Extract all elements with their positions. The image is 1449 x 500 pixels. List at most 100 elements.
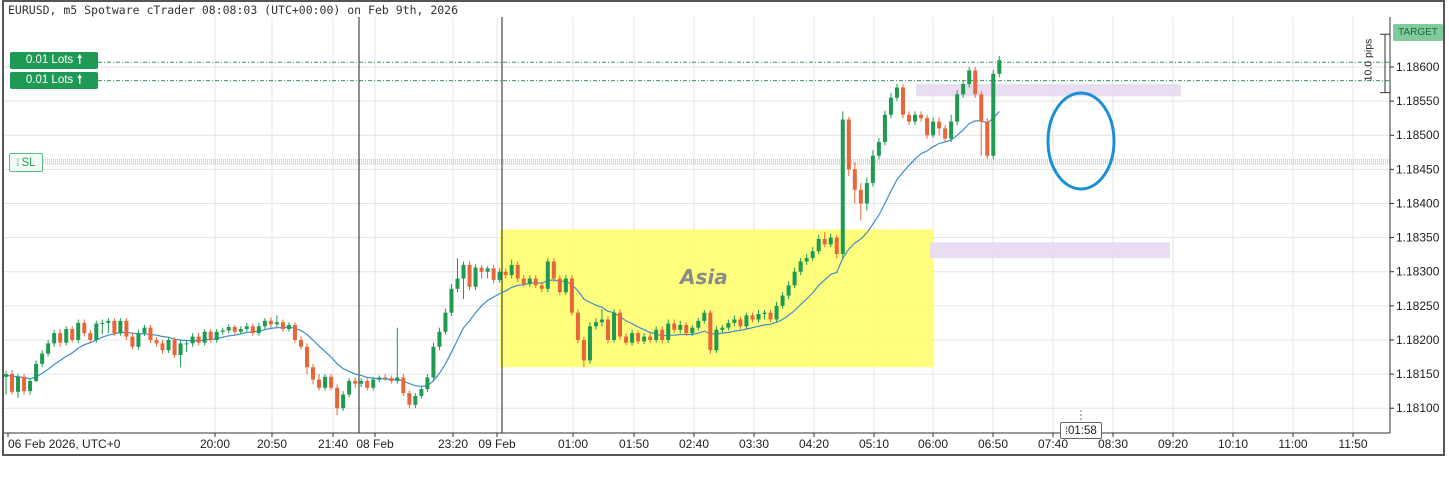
candle-body — [76, 322, 81, 340]
day-separators — [358, 17, 503, 433]
pips-ruler-label: 10.0 pips — [1362, 38, 1375, 82]
grid-lines — [4, 17, 1390, 433]
candle — [335, 384, 340, 416]
candle-body — [949, 121, 954, 139]
candle — [979, 90, 984, 156]
candle — [40, 350, 45, 368]
time-tick-label: 03:30 — [739, 437, 769, 451]
candle — [961, 80, 966, 98]
stop-loss-tag[interactable]: ⁞ SL — [9, 153, 43, 172]
candle-body — [166, 339, 171, 351]
candle-body — [226, 326, 231, 331]
candle — [371, 376, 376, 391]
candle-body — [136, 333, 141, 347]
candle — [449, 284, 454, 317]
time-tick-label: 10:10 — [1218, 437, 1248, 451]
candle-body — [961, 84, 966, 95]
candle — [280, 319, 285, 332]
candle — [4, 370, 8, 395]
candle-body — [100, 322, 105, 324]
candle — [274, 315, 279, 327]
price-tick-label: 1.18150 — [1396, 367, 1440, 381]
candle — [58, 329, 63, 347]
candle — [10, 369, 15, 395]
candle-body — [690, 327, 695, 334]
candle — [563, 275, 568, 295]
candle — [220, 327, 225, 335]
candle-body — [714, 329, 719, 351]
candle — [569, 275, 574, 316]
candle-body — [106, 320, 111, 323]
candle — [467, 261, 472, 291]
candle-body — [311, 367, 316, 380]
candle — [317, 374, 322, 391]
ma-line — [5, 111, 1000, 388]
candle-body — [455, 278, 460, 289]
candle-body — [22, 376, 27, 392]
candle-body — [888, 97, 893, 115]
candle — [744, 312, 749, 330]
candle — [64, 326, 69, 346]
candle — [997, 56, 1002, 78]
candle — [654, 326, 659, 343]
candle-body — [208, 331, 213, 340]
candle — [882, 110, 887, 146]
candle-body — [606, 319, 610, 340]
candle-body — [178, 343, 183, 355]
candle — [106, 318, 111, 334]
candle — [52, 329, 57, 347]
chart-window[interactable]: EURUSD, m5 Spotware cTrader 08:08:03 (UT… — [2, 0, 1445, 456]
price-tick-label: 1.18400 — [1396, 196, 1440, 210]
buy-order-tag-lower[interactable]: 0.01 Lots 🠕 — [10, 72, 98, 89]
candle-body — [148, 327, 153, 340]
candle — [913, 111, 918, 126]
candle — [178, 339, 183, 368]
candle-body — [720, 327, 725, 330]
candle-body — [220, 330, 225, 332]
candle-body — [581, 339, 586, 361]
candle — [473, 264, 478, 291]
candle-body — [798, 261, 803, 272]
time-tick-label: 20:00 — [200, 437, 230, 451]
drag-handle-icon: ⁞ — [1065, 426, 1068, 437]
candle-body — [280, 322, 285, 330]
candle-body — [521, 278, 526, 285]
candle-body — [810, 251, 815, 259]
candle-body — [443, 312, 448, 332]
time-tick-label: 20:50 — [257, 437, 287, 451]
drag-handle-icon[interactable]: ⁞ — [16, 158, 19, 169]
candle-body — [744, 315, 749, 327]
candle-body — [347, 380, 352, 395]
candle — [726, 319, 731, 331]
candle — [900, 84, 905, 119]
candle-body — [840, 119, 845, 254]
candle-body — [407, 393, 412, 405]
highlight-circle — [1046, 91, 1116, 191]
candle-body — [142, 327, 147, 334]
candle-body — [599, 319, 604, 323]
candle-body — [485, 268, 490, 272]
candle-body — [708, 312, 713, 351]
candle-body — [696, 320, 701, 328]
target-tag[interactable]: TARGET — [1393, 24, 1443, 41]
candle — [786, 281, 791, 300]
candle — [184, 339, 189, 353]
candle — [94, 320, 99, 343]
price-tick-label: 1.18300 — [1396, 265, 1440, 279]
buy-order-tag-upper[interactable]: 0.01 Lots 🠕 — [10, 52, 98, 69]
candle — [816, 234, 821, 254]
candle-body — [539, 285, 544, 289]
candle-body — [244, 326, 249, 330]
candle-body — [834, 237, 839, 254]
candle — [323, 374, 328, 391]
candle-body — [762, 312, 767, 315]
candle — [931, 117, 936, 138]
candle-body — [612, 312, 617, 340]
candle-body — [431, 346, 436, 378]
candle-body — [527, 278, 532, 285]
candle — [732, 315, 737, 327]
candle-body — [190, 336, 195, 344]
pips-ruler: 10.0 pips — [1361, 36, 1385, 92]
candle-body — [726, 322, 731, 328]
